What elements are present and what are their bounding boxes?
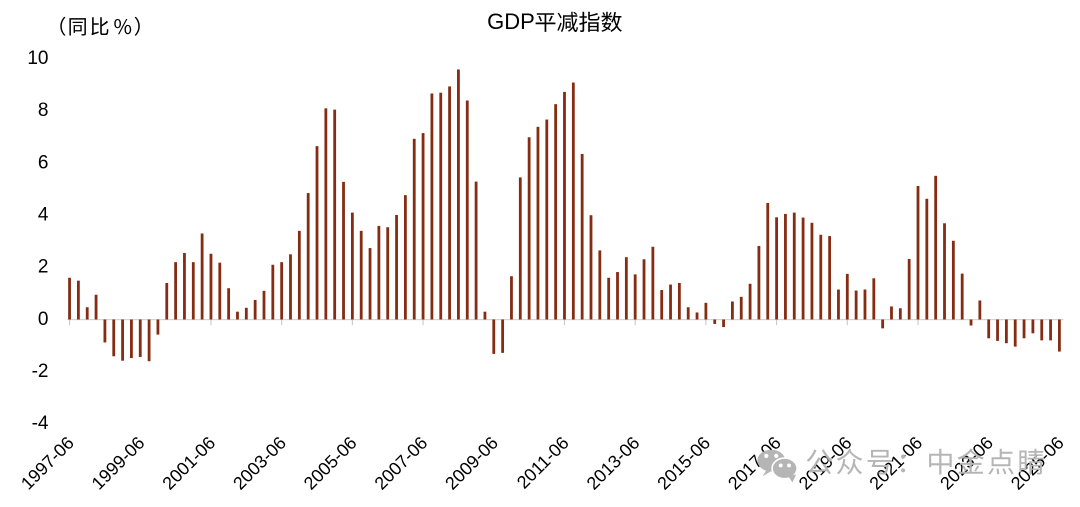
svg-text:GDP: GDP xyxy=(487,9,535,34)
svg-text:6: 6 xyxy=(38,152,49,173)
svg-text:8: 8 xyxy=(38,100,49,121)
svg-text:-4: -4 xyxy=(32,413,49,434)
svg-text:-2: -2 xyxy=(32,361,49,382)
svg-text:10: 10 xyxy=(27,48,48,69)
svg-text:0: 0 xyxy=(38,309,49,330)
svg-text:2: 2 xyxy=(38,257,49,278)
svg-text:4: 4 xyxy=(38,204,49,225)
